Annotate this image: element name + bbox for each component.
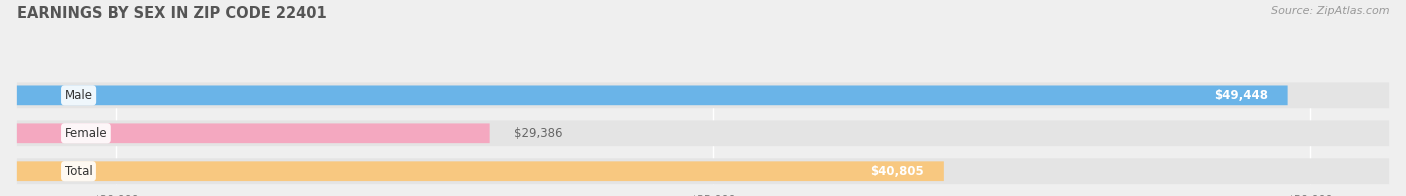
- Text: Total: Total: [65, 165, 93, 178]
- Text: $29,386: $29,386: [513, 127, 562, 140]
- Text: Source: ZipAtlas.com: Source: ZipAtlas.com: [1271, 6, 1389, 16]
- FancyBboxPatch shape: [17, 83, 1389, 108]
- FancyBboxPatch shape: [17, 120, 1389, 146]
- Text: EARNINGS BY SEX IN ZIP CODE 22401: EARNINGS BY SEX IN ZIP CODE 22401: [17, 6, 326, 21]
- FancyBboxPatch shape: [17, 85, 1288, 105]
- FancyBboxPatch shape: [17, 161, 943, 181]
- FancyBboxPatch shape: [17, 158, 1389, 184]
- Text: $49,448: $49,448: [1213, 89, 1268, 102]
- FancyBboxPatch shape: [17, 123, 489, 143]
- Text: $40,805: $40,805: [870, 165, 924, 178]
- Text: Male: Male: [65, 89, 93, 102]
- Text: Female: Female: [65, 127, 107, 140]
